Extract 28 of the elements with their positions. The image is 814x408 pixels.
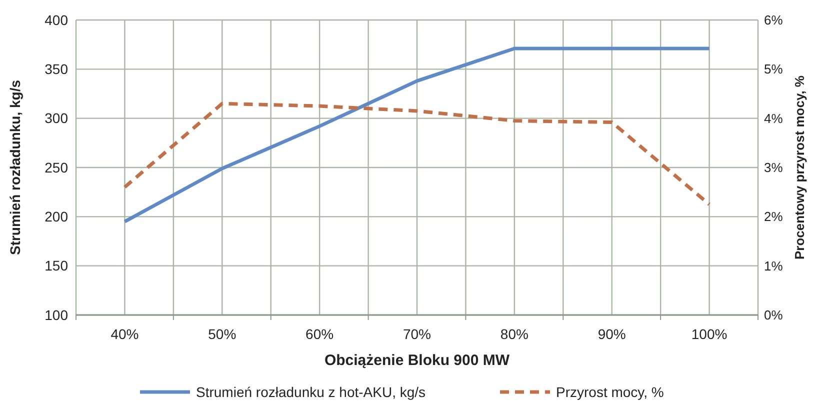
y2-tick-label: 5% — [764, 62, 784, 77]
y-tick-label: 200 — [44, 208, 68, 225]
y2-tick-label: 6% — [764, 12, 784, 28]
x-tick-label: 40% — [110, 326, 139, 342]
y2-tick-label: 4% — [764, 110, 784, 126]
x-tick-label: 100% — [691, 326, 728, 342]
legend-label: Przyrost mocy, % — [556, 384, 664, 400]
y2-tick-label: 0% — [764, 308, 784, 323]
y-tick-label: 350 — [44, 61, 68, 78]
y-tick-label: 100 — [44, 306, 68, 323]
y-tick-label: 300 — [44, 110, 68, 126]
x-tick-label: 60% — [306, 326, 334, 342]
x-axis-title: Obciążenie Bloku 900 MW — [324, 352, 510, 369]
x-tick-label: 70% — [402, 326, 432, 342]
legend-label: Strumień rozładunku z hot-AKU, kg/s — [196, 384, 426, 400]
x-tick-label: 50% — [208, 326, 236, 342]
y2-tick-label: 2% — [764, 209, 784, 224]
y-axis-title: Strumień rozładunku, kg/s — [7, 80, 23, 256]
y2-tick-label: 3% — [764, 160, 784, 176]
y2-tick-label: 1% — [764, 258, 784, 274]
x-tick-label: 90% — [598, 326, 626, 342]
y-tick-label: 150 — [44, 258, 68, 274]
y-tick-label: 400 — [44, 12, 68, 28]
line-series — [122, 102, 712, 206]
y-tick-label: 250 — [44, 159, 68, 176]
y2-axis-title: Procentowy przyrost mocy, % — [792, 75, 807, 260]
line-series — [122, 46, 712, 224]
x-tick-label: 80% — [500, 326, 528, 342]
